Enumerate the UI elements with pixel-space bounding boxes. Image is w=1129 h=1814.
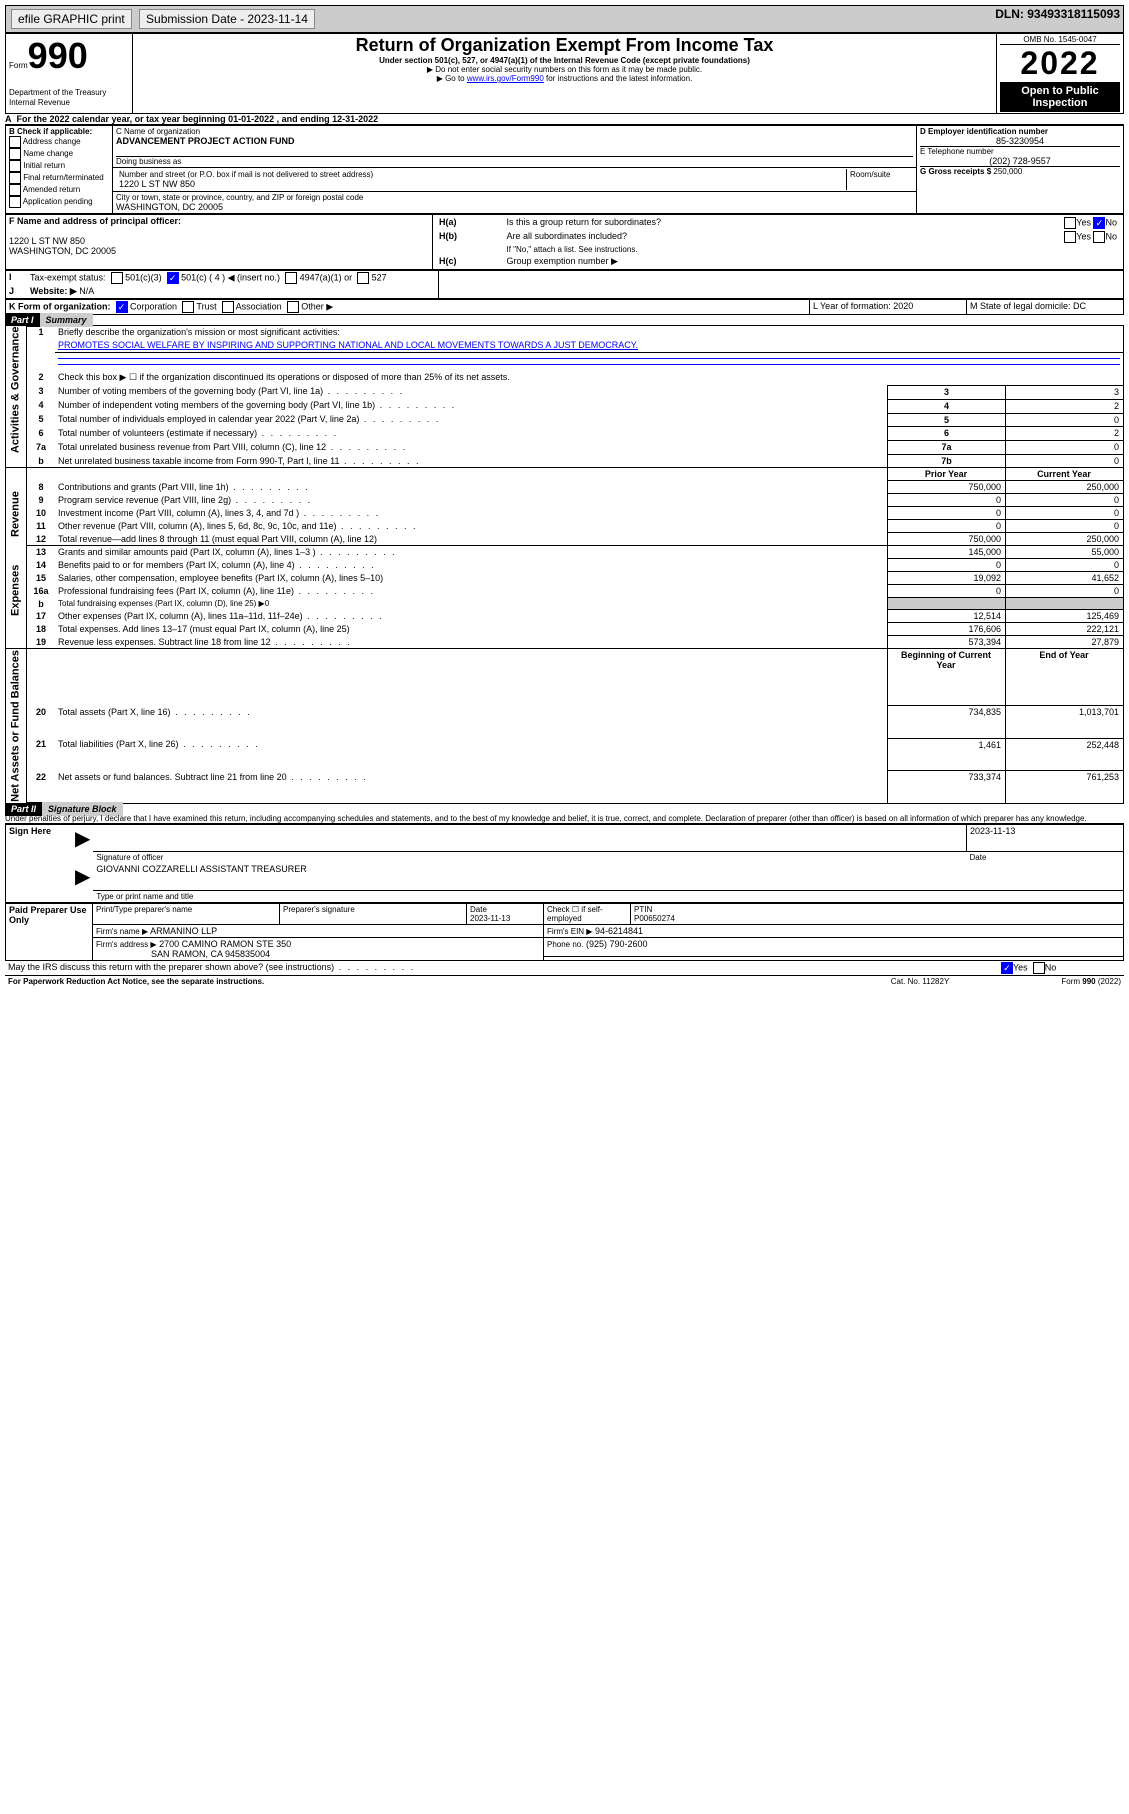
sign-here-block: Sign Here ▶ 2023-11-13 Signature of offi… [5,824,1124,903]
form-num: 990 [28,35,88,76]
open-public: Open to Public Inspection [1000,82,1120,112]
ein: 85-3230954 [920,136,1120,146]
header-block: Form990 Department of the Treasury Inter… [5,33,1124,114]
bal-label: Net Assets or Fund Balances [6,649,27,804]
year-formation: L Year of formation: 2020 [810,300,967,315]
dept: Department of the Treasury [9,88,106,97]
topbar: efile GRAPHIC print Submission Date - 20… [5,5,1124,33]
paid-preparer-block: Paid Preparer Use Only Print/Type prepar… [5,903,1124,961]
omb: OMB No. 1545-0047 [1000,35,1120,45]
phone: (202) 728-9557 [920,156,1120,166]
mission: PROMOTES SOCIAL WELFARE BY INSPIRING AND… [55,339,1124,352]
sub1: Under section 501(c), 527, or 4947(a)(1)… [136,56,993,65]
street: 1220 L ST NW 850 [119,179,843,189]
pra-notice: For Paperwork Reduction Act Notice, see … [5,976,842,987]
officer-name: GIOVANNI COZZARELLI ASSISTANT TREASURER [93,863,1123,890]
officer-addr2: WASHINGTON, DC 20005 [9,246,429,256]
irs: Internal Revenue [9,98,70,107]
firm-name: ARMANINO LLP [150,926,217,936]
domicile: M State of legal domicile: DC [967,300,1124,315]
subm-btn[interactable]: Submission Date - 2023-11-14 [139,9,315,29]
cat-no: Cat. No. 11282Y [842,976,998,987]
efile-btn[interactable]: efile GRAPHIC print [11,9,132,29]
city: WASHINGTON, DC 20005 [116,202,913,212]
part1-hdr: Part I [5,313,40,327]
irs-link[interactable]: www.irs.gov/Form990 [467,74,544,83]
entity-block: B Check if applicable: Address change Na… [5,125,1124,214]
org-name: ADVANCEMENT PROJECT ACTION FUND [116,136,913,146]
exp-label: Expenses [6,546,27,636]
rev-label: Revenue [6,481,27,546]
officer-addr1: 1220 L ST NW 850 [9,236,429,246]
summary-table: Activities & Governance 1Briefly describ… [5,325,1124,804]
title: Return of Organization Exempt From Incom… [136,35,993,56]
declaration: Under penalties of perjury, I declare th… [5,814,1124,824]
website: N/A [79,286,94,296]
sub2: ▶ Do not enter social security numbers o… [136,65,993,74]
line-a: A For the 2022 calendar year, or tax yea… [5,114,1124,125]
gross-receipts: 250,000 [993,167,1022,176]
gov-label: Activities & Governance [6,326,27,455]
dln: DLN: 93493318115093 [794,6,1123,33]
year: 2022 [1000,45,1120,82]
